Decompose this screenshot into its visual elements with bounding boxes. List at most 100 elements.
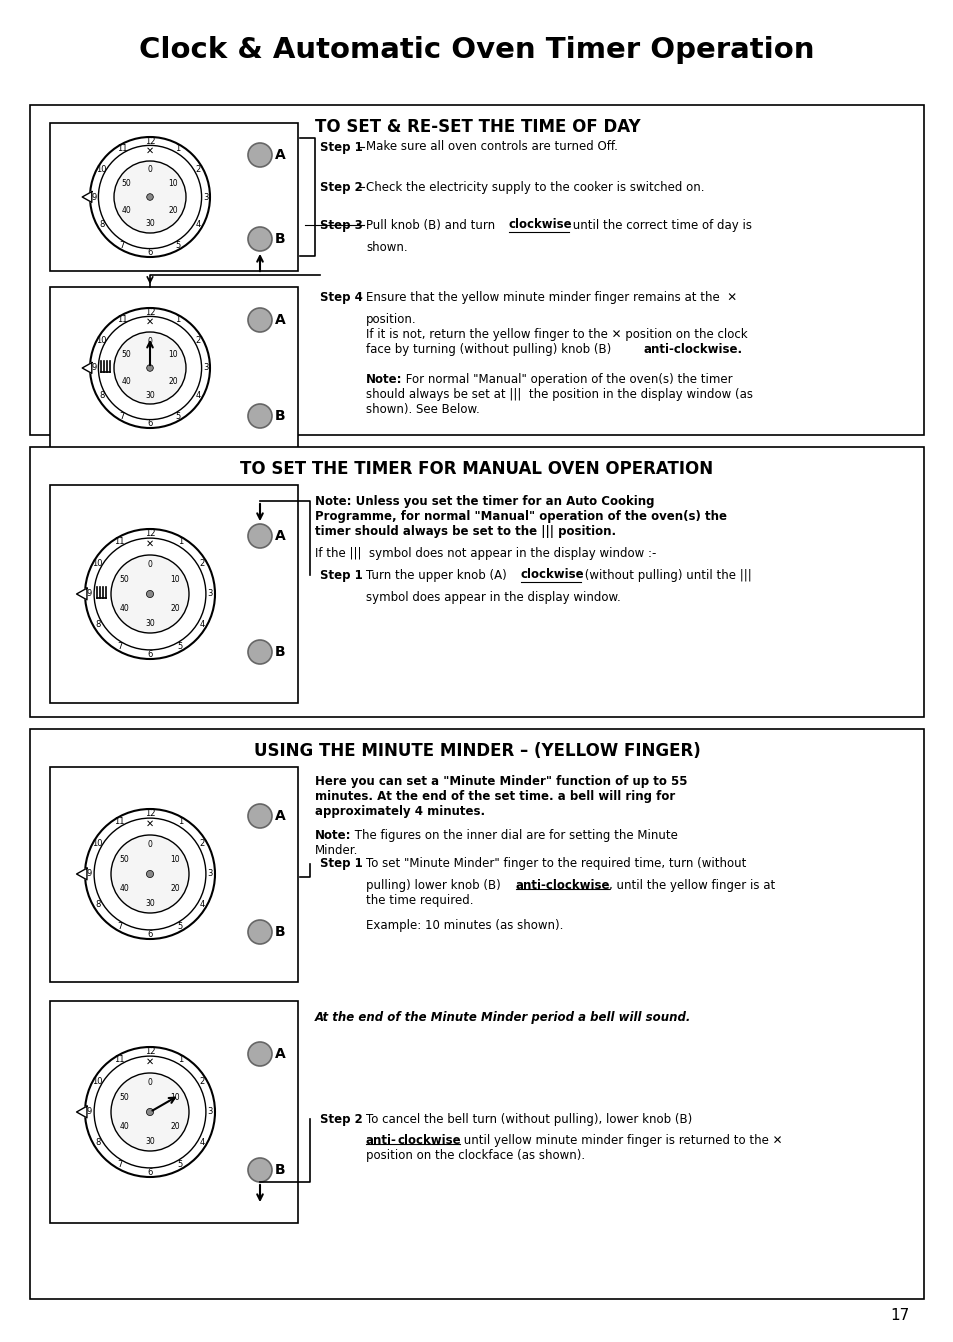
Text: position on the clockface (as shown).: position on the clockface (as shown). xyxy=(366,1149,584,1162)
Circle shape xyxy=(111,1074,189,1151)
Text: 4: 4 xyxy=(199,620,205,628)
Text: Note:: Note: xyxy=(314,829,351,841)
Text: 6: 6 xyxy=(147,1168,152,1177)
Text: 40: 40 xyxy=(120,884,130,894)
Text: B: B xyxy=(274,925,285,939)
Text: position.: position. xyxy=(366,313,416,326)
Text: 6: 6 xyxy=(147,930,152,939)
Circle shape xyxy=(90,309,210,428)
Text: approximately 4 minutes.: approximately 4 minutes. xyxy=(314,805,485,819)
Text: 3: 3 xyxy=(208,870,213,879)
Text: 8: 8 xyxy=(99,392,104,400)
Bar xyxy=(50,1001,297,1223)
Text: 30: 30 xyxy=(145,220,154,228)
Text: ✕: ✕ xyxy=(146,317,153,327)
Text: 2: 2 xyxy=(199,839,205,848)
Text: Step 1: Step 1 xyxy=(319,141,362,153)
Text: 4: 4 xyxy=(195,392,201,400)
Text: 5: 5 xyxy=(175,412,180,421)
Text: Clock & Automatic Oven Timer Operation: Clock & Automatic Oven Timer Operation xyxy=(139,36,814,64)
Text: 7: 7 xyxy=(117,1159,122,1169)
Text: Pull knob (B) and turn: Pull knob (B) and turn xyxy=(366,219,498,232)
Text: until the correct time of day is: until the correct time of day is xyxy=(568,219,751,232)
Text: Step 4: Step 4 xyxy=(319,290,362,303)
Text: 7: 7 xyxy=(117,922,122,931)
Bar xyxy=(50,123,297,271)
Text: 12: 12 xyxy=(145,809,155,819)
Circle shape xyxy=(111,835,189,913)
Bar xyxy=(50,768,297,982)
Text: 10: 10 xyxy=(169,178,178,188)
Text: 10: 10 xyxy=(92,839,103,848)
Text: 20: 20 xyxy=(171,1122,180,1131)
Text: 9: 9 xyxy=(87,589,92,599)
Text: Minder.: Minder. xyxy=(314,844,358,858)
Text: 3: 3 xyxy=(208,589,213,599)
Text: 6: 6 xyxy=(147,419,152,428)
Text: A: A xyxy=(274,148,286,162)
Text: 1: 1 xyxy=(175,144,180,153)
Text: A: A xyxy=(274,529,286,544)
Text: 50: 50 xyxy=(120,855,130,864)
Text: B: B xyxy=(274,646,285,659)
Polygon shape xyxy=(76,588,87,600)
Text: 0: 0 xyxy=(148,560,152,569)
Text: timer should always be set to the ||| position.: timer should always be set to the ||| po… xyxy=(314,525,616,538)
Text: 11: 11 xyxy=(116,315,127,325)
Text: 40: 40 xyxy=(120,1122,130,1131)
Text: 5: 5 xyxy=(177,1159,183,1169)
Text: Programme, for normal "Manual" operation of the oven(s) the: Programme, for normal "Manual" operation… xyxy=(314,510,726,523)
Text: , until the yellow finger is at: , until the yellow finger is at xyxy=(608,879,775,892)
Text: If it is not, return the yellow finger to the ✕ position on the clock: If it is not, return the yellow finger t… xyxy=(366,327,747,341)
Text: 12: 12 xyxy=(145,307,155,317)
Text: shown.: shown. xyxy=(366,242,407,254)
Text: anti-clockwise.: anti-clockwise. xyxy=(643,344,742,356)
Text: A: A xyxy=(274,1047,286,1062)
Circle shape xyxy=(146,871,153,878)
Circle shape xyxy=(113,331,186,404)
Bar xyxy=(30,447,923,717)
Text: 9: 9 xyxy=(91,192,96,201)
Text: 11: 11 xyxy=(114,537,125,546)
Text: 11: 11 xyxy=(116,144,127,153)
Text: symbol does appear in the display window.: symbol does appear in the display window… xyxy=(366,590,620,604)
Text: Turn the upper knob (A): Turn the upper knob (A) xyxy=(366,569,510,581)
Text: ✕: ✕ xyxy=(146,1057,153,1067)
Text: Ensure that the yellow minute minder finger remains at the  ✕: Ensure that the yellow minute minder fin… xyxy=(366,290,737,303)
Text: 1: 1 xyxy=(177,1055,183,1064)
Bar xyxy=(30,105,923,435)
Text: face by turning (without pulling) knob (B): face by turning (without pulling) knob (… xyxy=(366,344,615,356)
Circle shape xyxy=(85,809,214,939)
Circle shape xyxy=(146,590,153,597)
Text: 2: 2 xyxy=(199,1078,205,1086)
Text: 6: 6 xyxy=(147,248,152,258)
Text: To set "Minute Minder" finger to the required time, turn (without: To set "Minute Minder" finger to the req… xyxy=(366,858,745,871)
Text: 30: 30 xyxy=(145,391,154,400)
Text: 8: 8 xyxy=(95,1138,100,1146)
Text: 30: 30 xyxy=(145,619,154,628)
Text: 9: 9 xyxy=(87,1107,92,1117)
Text: Example: 10 minutes (as shown).: Example: 10 minutes (as shown). xyxy=(366,919,563,931)
Text: B: B xyxy=(274,1164,285,1177)
Text: 5: 5 xyxy=(175,240,180,250)
Text: 9: 9 xyxy=(87,870,92,879)
Text: until yellow minute minder finger is returned to the ✕: until yellow minute minder finger is ret… xyxy=(459,1134,781,1147)
Polygon shape xyxy=(82,362,91,373)
Text: 2: 2 xyxy=(195,336,201,345)
Text: clockwise: clockwise xyxy=(509,219,572,232)
Text: 4: 4 xyxy=(195,220,201,229)
Text: Here you can set a "Minute Minder" function of up to 55: Here you can set a "Minute Minder" funct… xyxy=(314,774,687,788)
Text: A: A xyxy=(274,809,286,823)
Text: To cancel the bell turn (without pulling), lower knob (B): To cancel the bell turn (without pulling… xyxy=(366,1113,696,1126)
Circle shape xyxy=(113,161,186,234)
Text: (without pulling) until the |||: (without pulling) until the ||| xyxy=(580,569,751,581)
Text: B: B xyxy=(274,232,285,246)
Text: 5: 5 xyxy=(177,922,183,931)
Text: 50: 50 xyxy=(120,574,130,584)
Text: 11: 11 xyxy=(114,1055,125,1064)
Text: minutes. At the end of the set time. a bell will ring for: minutes. At the end of the set time. a b… xyxy=(314,790,675,803)
Text: 7: 7 xyxy=(119,412,125,421)
Text: ✕: ✕ xyxy=(146,146,153,156)
Text: 4: 4 xyxy=(199,899,205,909)
Text: anti-: anti- xyxy=(366,1134,396,1147)
